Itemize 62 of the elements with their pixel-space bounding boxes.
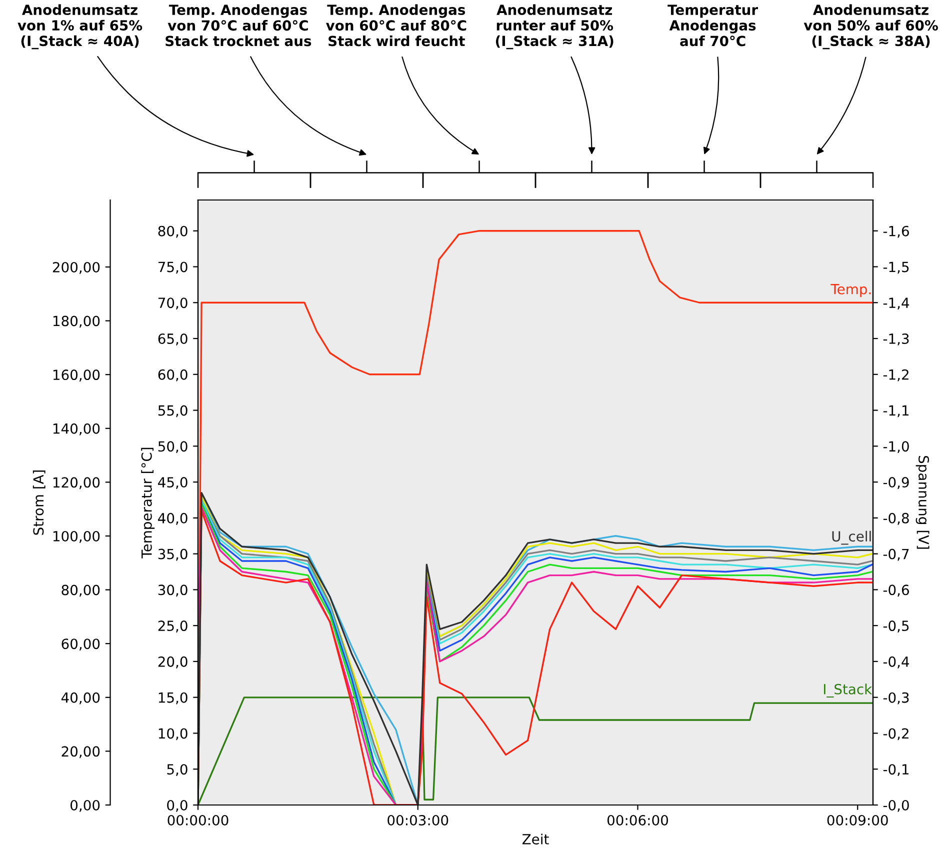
y3-tick-label: -1,2 [883,369,908,382]
y3-tick-label: -1,3 [883,333,909,346]
y-axis-title: Temperatur [°C] [141,448,155,558]
y2-tick-label: 120,00 [53,477,100,490]
y2-tick-label: 160,00 [53,370,100,382]
x-axis-title: Zeit [522,834,549,844]
y-tick-label: 65,0 [158,333,188,346]
x-tick-label: 00:09:00 [827,814,888,826]
y-tick-label: 40,0 [158,512,188,525]
y3-tick-label: -0,7 [883,548,909,561]
y-tick-label: 75,0 [158,262,188,274]
text: Anodenumsatz runter auf 50% (I_Stack ≈ 31A) [496,4,614,50]
y-tick-label: 20,0 [158,656,188,668]
y-tick-label: 5,0 [167,764,188,776]
y-tick-label: 25,0 [158,620,188,632]
y3-tick-label: -1,6 [883,226,909,238]
series-label: I_Stack [824,684,872,698]
y2-tick-label: 40,00 [61,692,100,704]
x-tick-label: 00:06:00 [607,814,668,826]
y-tick-label: 15,0 [158,692,188,704]
y2-tick-label: 140,00 [53,423,100,436]
y-tick-label: 45,0 [158,477,188,489]
text: Temp. Anodengas von 60°C auf 80°C Stack wird feucht [326,4,466,46]
y2-tick-label: 60,00 [62,638,100,650]
y3-tick-label: -1,0 [883,441,909,454]
x-tick-label: 00:00:00 [168,814,228,826]
y2-tick-label: 180,00 [53,316,100,328]
y3-tick-label: -1,5 [883,262,909,274]
y3-tick-label: -1,4 [883,298,910,310]
y-tick-label: 35,0 [158,548,188,561]
y3-tick-label: -0,3 [883,692,909,704]
y3-tick-label: -1,1 [883,405,909,418]
text: Anodenumsatz von 1% auf 65% (I_Stack ≈ 40A) [18,4,142,50]
text: Anodenumsatz von 50% auf 60% (I_Stack ≈ 38A) [804,4,938,50]
y3-tick-label: -0,8 [883,512,909,525]
y3-tick-label: -0,0 [883,800,909,812]
y-tick-label: 0,0 [167,800,188,812]
y3-tick-label: -0,1 [883,764,909,776]
y2-tick-label: 80,00 [62,584,100,597]
x-tick-label: 00:03:00 [388,814,448,826]
series-label: Temp. [830,284,871,298]
y3-tick-label: -0,5 [883,620,909,632]
y-tick-label: 10,0 [158,728,188,740]
y2-tick-label: 100,00 [53,530,100,543]
y-tick-label: 50,0 [158,441,188,454]
y3-tick-label: -0,2 [883,728,908,740]
y3-tick-label: -0,6 [883,584,909,597]
y3-tick-label: -0,4 [883,656,910,668]
y2-tick-label: 200,00 [52,262,100,274]
series-label: U_cell [832,530,871,545]
text: Temperatur Anodengas auf 70°C [668,4,758,46]
y2-tick-label: 20,00 [62,746,100,758]
text: Temp. Anodengas von 70°C auf 60°C Stack trocknet aus [166,4,312,46]
y-tick-label: 70,0 [158,298,188,310]
y3-axis-title: Spannung [V] [916,456,930,549]
y2-axis-title: Strom [A] [32,470,46,535]
y2-tick-label: 0,00 [70,800,100,812]
y-tick-label: 30,0 [158,584,188,597]
y-tick-label: 55,0 [158,405,188,418]
y3-tick-label: -0,9 [883,477,909,489]
y-tick-label: 60,0 [158,369,188,382]
y-tick-label: 80,0 [158,226,188,238]
